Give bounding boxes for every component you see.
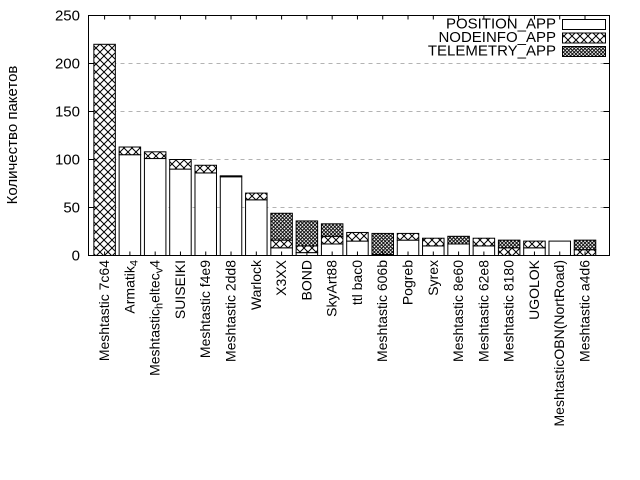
x-tick-label-meshtastic-606b: Meshtastic 606b — [374, 260, 390, 362]
bar-segment-nodeinfo-app — [320, 235, 344, 245]
bar-segment-position-app — [143, 158, 167, 256]
bar-syrex — [422, 237, 445, 256]
bar-segment-nodeinfo-app — [422, 237, 445, 247]
bar-segment-telemetry-app — [295, 220, 319, 247]
bar-segment-telemetry-app — [270, 212, 293, 241]
bar-armatik-4 — [118, 146, 142, 256]
x-tick-label-armatik-4: Armatik4 — [121, 260, 140, 314]
plot-border — [88, 15, 610, 256]
y-tick-label-250: 250 — [55, 8, 80, 25]
bar-segment-nodeinfo-app — [169, 159, 192, 170]
x-tick-label-meshtastic-8e60: Meshtastic 8e60 — [450, 260, 466, 362]
bar-skyart88 — [320, 223, 344, 256]
x-tick-label-ttl-bac0: ttl bac0 — [349, 260, 365, 305]
bar-segment-position-app — [245, 199, 268, 257]
bar-segment-nodeinfo-app — [245, 192, 268, 201]
bar-meshtastic-f4e9 — [194, 164, 217, 256]
x-tick-label-warlock: Warlock — [248, 259, 264, 310]
bar-meshtastic-heltec-v4 — [143, 151, 167, 256]
x-tick-label-bond: BOND — [298, 260, 314, 300]
x-tick-label-pogreb: Pogreb — [400, 260, 416, 305]
y-axis-label: Количество пакетов — [4, 66, 21, 205]
y-tick-label-0: 0 — [72, 248, 80, 265]
legend-swatch — [562, 46, 606, 57]
legend-item-telemetry-app: TELEMETRY_APP — [428, 43, 606, 60]
x-tick-label-meshtastic-8180: Meshtastic 8180 — [501, 260, 517, 362]
y-tick-label-100: 100 — [55, 152, 80, 169]
bar-warlock — [245, 192, 268, 257]
bar-segment-nodeinfo-app — [219, 175, 243, 178]
bar-segment-nodeinfo-app — [194, 164, 217, 174]
legend-item-nodeinfo-app: NODEINFO_APP — [438, 29, 606, 46]
legend-label: NODEINFO_APP — [438, 29, 556, 46]
bar-segment-telemetry-app — [573, 239, 597, 251]
bar-segment-nodeinfo-app — [270, 239, 293, 249]
bar-segment-nodeinfo-app — [118, 146, 142, 156]
legend-item-position-app: POSITION_APP — [446, 16, 606, 33]
y-tick-label-200: 200 — [55, 56, 80, 73]
legend-swatch — [562, 19, 606, 30]
bar-segment-nodeinfo-app — [346, 231, 369, 242]
x-tick-label-meshtastic-a4d6: Meshtastic a4d6 — [577, 260, 593, 362]
x-tick-label-ugolok: UGOLOK — [526, 259, 542, 320]
bar-segment-position-app — [194, 172, 217, 256]
bar-segment-nodeinfo-app — [472, 237, 496, 247]
x-tick-label-meshtastic-2dd8: Meshtastic 2dd8 — [223, 260, 239, 362]
x-tick-label-meshtastic-f4e9: Meshtastic f4e9 — [197, 260, 213, 358]
x-tick-label-meshtastic-7c64: Meshtastic 7c64 — [96, 260, 112, 361]
bar-x3xx — [270, 212, 293, 257]
bar-segment-nodeinfo-app — [93, 43, 116, 256]
y-tick-label-150: 150 — [55, 104, 80, 121]
bar-segment-telemetry-app — [447, 235, 470, 245]
x-tick-label-meshtasticobn-nortroad: MeshtasticOBN(NortRoad) — [551, 260, 567, 427]
bar-segment-nodeinfo-app — [396, 232, 420, 241]
bar-segment-position-app — [169, 168, 192, 257]
legend-label: TELEMETRY_APP — [428, 43, 556, 60]
bar-segment-nodeinfo-app — [523, 240, 546, 249]
x-tick-label-x3xx: X3XX — [273, 259, 289, 295]
bar-segment-telemetry-app — [497, 239, 521, 249]
bar-suiseiki — [169, 159, 192, 257]
x-tick-label-meshtastic-heltec-v4: Meshtasticheltecv4 — [147, 260, 166, 376]
bar-segment-position-app — [118, 154, 142, 256]
x-tick-label-meshtastic-62e8: Meshtastic 62e8 — [475, 260, 491, 362]
x-tick-label-syrex: Syrex — [425, 260, 441, 296]
x-tick-label-suiseiki: SUISEIKI — [172, 260, 188, 319]
legend-label: POSITION_APP — [446, 16, 556, 33]
legend-swatch — [562, 32, 606, 44]
x-tick-label-skyart88: SkyArt88 — [324, 260, 340, 317]
bar-segment-position-app — [219, 176, 243, 256]
bar-meshtastic-7c64 — [93, 43, 116, 256]
bar-pogreb — [396, 232, 420, 256]
bar-meshtastic-2dd8 — [219, 175, 243, 256]
bar-segment-telemetry-app — [371, 232, 394, 256]
bar-segment-telemetry-app — [320, 223, 344, 237]
y-tick-label-50: 50 — [63, 200, 80, 217]
bar-bond — [295, 220, 319, 256]
bar-segment-nodeinfo-app — [143, 151, 167, 160]
